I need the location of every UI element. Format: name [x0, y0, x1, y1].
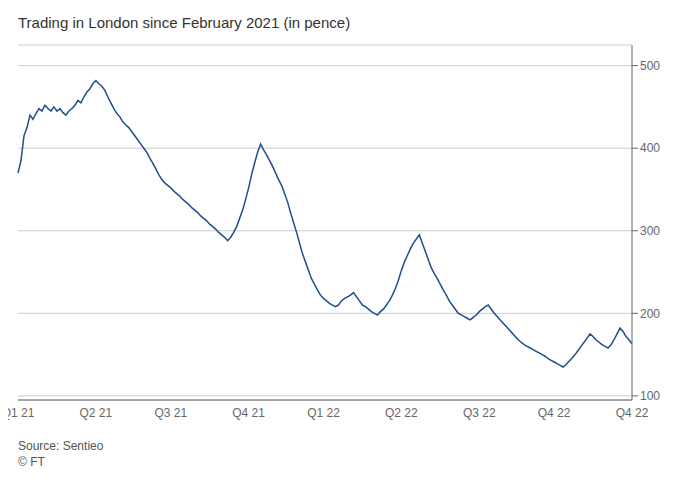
svg-text:400: 400 — [640, 141, 660, 155]
svg-text:200: 200 — [640, 307, 660, 321]
html-text:Trading in London since Februa: Trading in London since February 2021 (i… — [18, 14, 351, 31]
svg-text:Q2 21: Q2 21 — [80, 406, 113, 420]
svg-text:Q4 22: Q4 22 — [538, 406, 571, 420]
svg-text:500: 500 — [640, 59, 660, 73]
svg-text:Q1 21: Q1 21 — [8, 406, 35, 420]
svg-text:300: 300 — [640, 224, 660, 238]
svg-text:100: 100 — [640, 389, 660, 403]
svg-text:Q3 21: Q3 21 — [154, 406, 187, 420]
svg-text:Q2 22: Q2 22 — [385, 406, 418, 420]
svg-text:Q4 22: Q4 22 — [616, 406, 649, 420]
svg-text:Q4 21: Q4 21 — [232, 406, 265, 420]
html-text:© FT: © FT — [18, 455, 45, 469]
svg-text:Q1 22: Q1 22 — [307, 406, 340, 420]
html-text:Source: Sentieo: Source: Sentieo — [18, 439, 104, 453]
svg-text:Q3 22: Q3 22 — [463, 406, 496, 420]
